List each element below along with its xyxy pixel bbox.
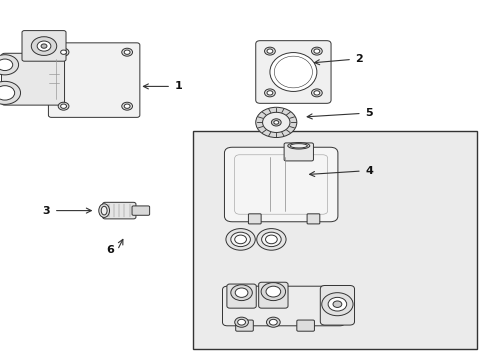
- Circle shape: [31, 37, 57, 55]
- Circle shape: [58, 48, 69, 56]
- Circle shape: [262, 112, 289, 132]
- FancyBboxPatch shape: [248, 214, 261, 224]
- Circle shape: [271, 119, 281, 126]
- Circle shape: [61, 50, 66, 54]
- Circle shape: [234, 235, 246, 244]
- Circle shape: [0, 81, 20, 104]
- Circle shape: [313, 91, 319, 95]
- Circle shape: [124, 50, 130, 54]
- Ellipse shape: [289, 144, 306, 148]
- Circle shape: [0, 55, 19, 75]
- FancyBboxPatch shape: [222, 286, 344, 326]
- FancyBboxPatch shape: [0, 59, 7, 70]
- Circle shape: [230, 285, 252, 301]
- Circle shape: [313, 49, 319, 53]
- Circle shape: [256, 229, 285, 250]
- Circle shape: [41, 44, 47, 48]
- Ellipse shape: [287, 143, 309, 149]
- FancyBboxPatch shape: [224, 147, 337, 222]
- Circle shape: [266, 317, 280, 327]
- FancyBboxPatch shape: [102, 202, 136, 219]
- FancyBboxPatch shape: [255, 41, 330, 103]
- FancyBboxPatch shape: [132, 206, 149, 215]
- Circle shape: [264, 89, 275, 97]
- FancyBboxPatch shape: [22, 31, 66, 61]
- Circle shape: [230, 232, 250, 247]
- Circle shape: [0, 86, 15, 100]
- Circle shape: [235, 288, 247, 297]
- Text: 1: 1: [174, 81, 182, 91]
- Circle shape: [265, 286, 280, 297]
- Circle shape: [122, 102, 132, 110]
- Circle shape: [332, 301, 341, 307]
- Circle shape: [266, 91, 272, 95]
- Text: 3: 3: [42, 206, 50, 216]
- Circle shape: [311, 47, 322, 55]
- FancyBboxPatch shape: [226, 284, 256, 308]
- Circle shape: [321, 293, 352, 316]
- Circle shape: [269, 319, 277, 325]
- Circle shape: [264, 47, 275, 55]
- Circle shape: [58, 102, 69, 110]
- Circle shape: [225, 229, 255, 250]
- FancyBboxPatch shape: [235, 320, 253, 331]
- Ellipse shape: [99, 204, 109, 217]
- FancyBboxPatch shape: [1, 53, 64, 105]
- Circle shape: [37, 41, 51, 51]
- FancyBboxPatch shape: [296, 320, 314, 331]
- FancyBboxPatch shape: [0, 87, 9, 99]
- Text: 2: 2: [355, 54, 363, 64]
- Circle shape: [237, 319, 245, 325]
- FancyBboxPatch shape: [258, 282, 287, 308]
- Ellipse shape: [101, 206, 107, 215]
- Ellipse shape: [269, 53, 316, 91]
- FancyBboxPatch shape: [320, 285, 354, 325]
- FancyBboxPatch shape: [306, 214, 319, 224]
- Circle shape: [311, 89, 322, 97]
- Text: 6: 6: [106, 245, 114, 255]
- Circle shape: [122, 48, 132, 56]
- Circle shape: [261, 232, 281, 247]
- Circle shape: [61, 104, 66, 108]
- Circle shape: [265, 235, 277, 244]
- Bar: [193, 131, 476, 349]
- Circle shape: [124, 104, 130, 108]
- FancyBboxPatch shape: [284, 143, 313, 161]
- Text: 5: 5: [365, 108, 372, 118]
- Circle shape: [327, 297, 346, 311]
- Circle shape: [273, 121, 278, 124]
- FancyBboxPatch shape: [48, 43, 140, 117]
- Circle shape: [0, 59, 13, 71]
- Circle shape: [261, 283, 285, 301]
- Circle shape: [234, 317, 248, 327]
- Circle shape: [266, 49, 272, 53]
- Text: 4: 4: [365, 166, 372, 176]
- Circle shape: [255, 107, 296, 138]
